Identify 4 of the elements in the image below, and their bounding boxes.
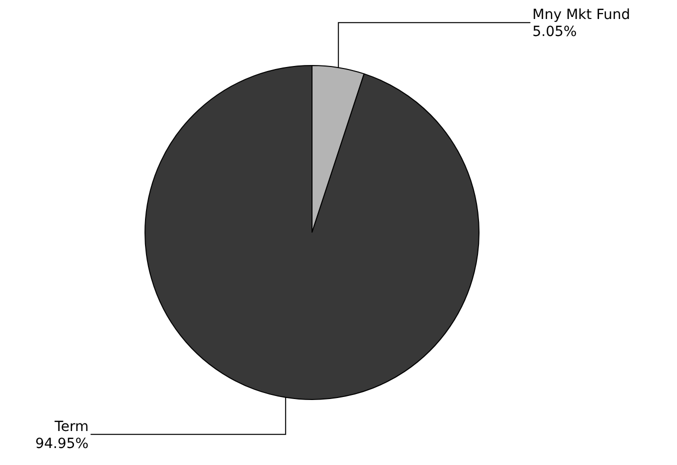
- data-label: 5.05%: [532, 24, 577, 40]
- data-label: 94.95%: [35, 436, 89, 452]
- slice-label: Mny Mkt Fund: [532, 7, 630, 24]
- slice-label: Term: [54, 419, 89, 436]
